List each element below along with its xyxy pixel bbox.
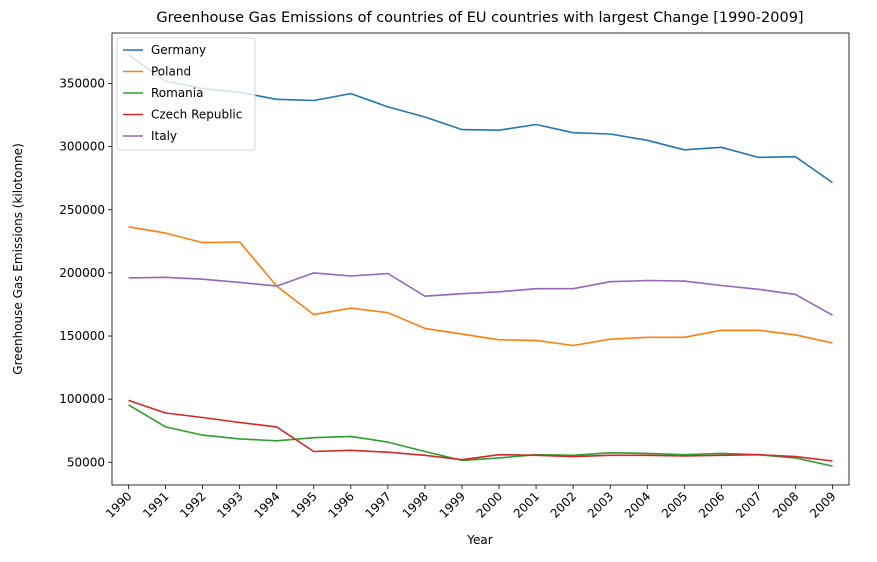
x-tick-label: 2009 (807, 489, 838, 520)
x-tick-label: 1996 (325, 489, 356, 520)
x-tick-label: 2004 (622, 489, 653, 520)
series-layer (128, 54, 833, 467)
x-tick-label: 1999 (437, 489, 468, 520)
legend-label: Romania (151, 86, 203, 100)
series-line-czech-republic (128, 399, 833, 462)
y-tick-label: 250000 (59, 203, 105, 217)
plot-area (111, 32, 850, 486)
legend-label: Germany (151, 43, 206, 57)
x-tick-label: 2006 (696, 489, 727, 520)
legend-box (116, 37, 256, 151)
x-axis-label: Year (466, 533, 492, 547)
legend-label: Poland (151, 65, 191, 79)
y-tick-label: 300000 (59, 140, 105, 154)
x-tick-label: 1998 (400, 489, 431, 520)
x-tick-label: 1994 (251, 489, 282, 520)
y-tick-label: 50000 (67, 455, 105, 469)
y-axis: 50000 100000 150000 200000 250000 300000 35000… (59, 77, 112, 469)
y-tick-label: 150000 (59, 329, 105, 343)
x-tick-label: 2007 (733, 489, 764, 520)
legend-label: Czech Republic (151, 108, 242, 122)
series-line-italy (128, 272, 833, 316)
x-tick-label: 2008 (770, 489, 801, 520)
x-tick-label: 2002 (548, 489, 579, 520)
legend-label: Italy (151, 129, 177, 143)
x-tick-label: 1990 (103, 489, 134, 520)
x-tick-label: 1997 (362, 489, 393, 520)
x-tick-label: 2005 (659, 489, 690, 520)
x-axis: 1990 1991 1992 1993 1994 1995 1996 1997 1998 1999… (103, 485, 839, 521)
x-tick-label: 1992 (177, 489, 208, 520)
y-tick-label: 200000 (59, 266, 105, 280)
y-axis-label: Greenhouse Gas Emissions (kilotonne) (11, 143, 25, 374)
plot-frame (111, 32, 850, 486)
y-tick-label: 100000 (59, 392, 105, 406)
y-tick-label: 350000 (59, 77, 105, 91)
x-tick-label: 2000 (474, 489, 505, 520)
legend: Germany Poland Romania Czech Republic Italy (116, 37, 256, 151)
x-tick-label: 1995 (288, 489, 319, 520)
x-tick-label: 1991 (140, 489, 171, 520)
x-tick-label: 1993 (214, 489, 245, 520)
series-line-romania (128, 404, 833, 467)
chart-title: Greenhouse Gas Emissions of countries of… (156, 10, 803, 26)
series-line-poland (128, 226, 833, 347)
x-tick-label: 2001 (511, 489, 542, 520)
x-tick-label: 2003 (585, 489, 616, 520)
